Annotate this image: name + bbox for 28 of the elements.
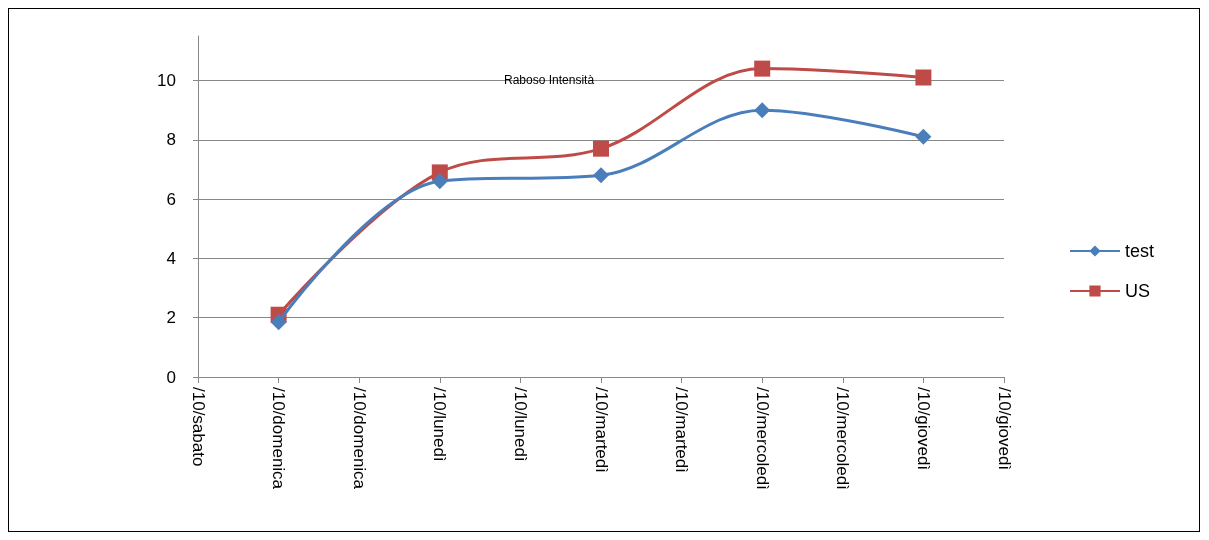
- point: [915, 69, 932, 86]
- y-tick-label: 0: [166, 367, 176, 387]
- point: [754, 60, 771, 77]
- y-tick-label: 10: [157, 70, 176, 90]
- x-tick-label: /10/sabato: [188, 387, 208, 467]
- legend-label: US: [1124, 281, 1150, 301]
- text: Raboso Intensità: [504, 73, 595, 87]
- x-tick-label: /10/lunedì: [430, 387, 450, 462]
- point: [270, 314, 287, 331]
- x-tick-label: /10/mercoledì: [752, 387, 772, 490]
- y-tick-label: 4: [166, 248, 176, 268]
- point: [431, 173, 448, 190]
- point: [915, 128, 932, 145]
- x-tick-label: /10/mercoledì: [833, 387, 853, 490]
- x-tick-label: /10/martedì: [672, 387, 692, 473]
- x-tick-label: /10/giovedì: [913, 387, 933, 471]
- y-tick-label: 8: [166, 130, 176, 150]
- point: [593, 167, 609, 184]
- x-tick-label: /10/martedì: [591, 387, 611, 473]
- y-tick-label: 6: [166, 189, 176, 209]
- legend-label: test: [1124, 241, 1154, 261]
- y-tick-label: 2: [166, 308, 176, 328]
- x-tick-label: /10/domenica: [269, 387, 289, 490]
- x-tick-label: /10/domenica: [349, 387, 369, 490]
- point: [754, 102, 771, 119]
- point: [593, 140, 609, 157]
- x-tick-label: /10/giovedì: [994, 387, 1014, 471]
- x-tick-label: /10/lunedì: [510, 387, 530, 462]
